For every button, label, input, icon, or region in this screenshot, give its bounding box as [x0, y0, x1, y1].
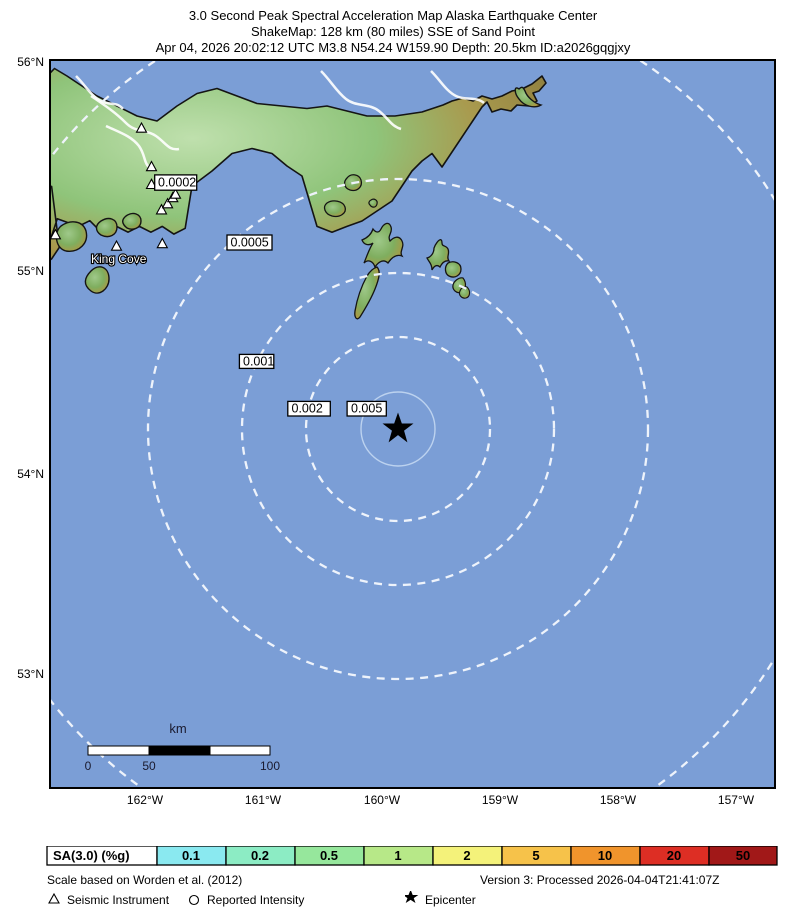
svg-text:SA(3.0) (%g): SA(3.0) (%g) — [53, 848, 130, 863]
svg-text:0.0005: 0.0005 — [231, 235, 269, 249]
svg-text:10: 10 — [598, 848, 612, 863]
svg-text:0: 0 — [85, 759, 92, 773]
svg-text:0.5: 0.5 — [320, 848, 338, 863]
svg-text:Epicenter: Epicenter — [425, 893, 476, 907]
svg-text:Reported Intensity: Reported Intensity — [207, 893, 304, 907]
svg-text:50: 50 — [736, 848, 750, 863]
svg-text:50: 50 — [142, 759, 156, 773]
svg-text:1: 1 — [394, 848, 401, 863]
svg-text:0.2: 0.2 — [251, 848, 269, 863]
svg-text:0.0002: 0.0002 — [158, 175, 196, 189]
svg-text:Seismic Instrument: Seismic Instrument — [67, 893, 170, 907]
svg-text:2: 2 — [463, 848, 470, 863]
svg-text:km: km — [169, 721, 186, 736]
svg-text:5: 5 — [532, 848, 539, 863]
svg-text:0.001: 0.001 — [243, 354, 274, 368]
svg-text:0.1: 0.1 — [182, 848, 200, 863]
svg-text:20: 20 — [667, 848, 681, 863]
svg-text:100: 100 — [260, 759, 280, 773]
svg-text:King Cove: King Cove — [91, 252, 147, 266]
svg-text:0.005: 0.005 — [351, 402, 382, 416]
svg-text:0.002: 0.002 — [292, 402, 323, 416]
